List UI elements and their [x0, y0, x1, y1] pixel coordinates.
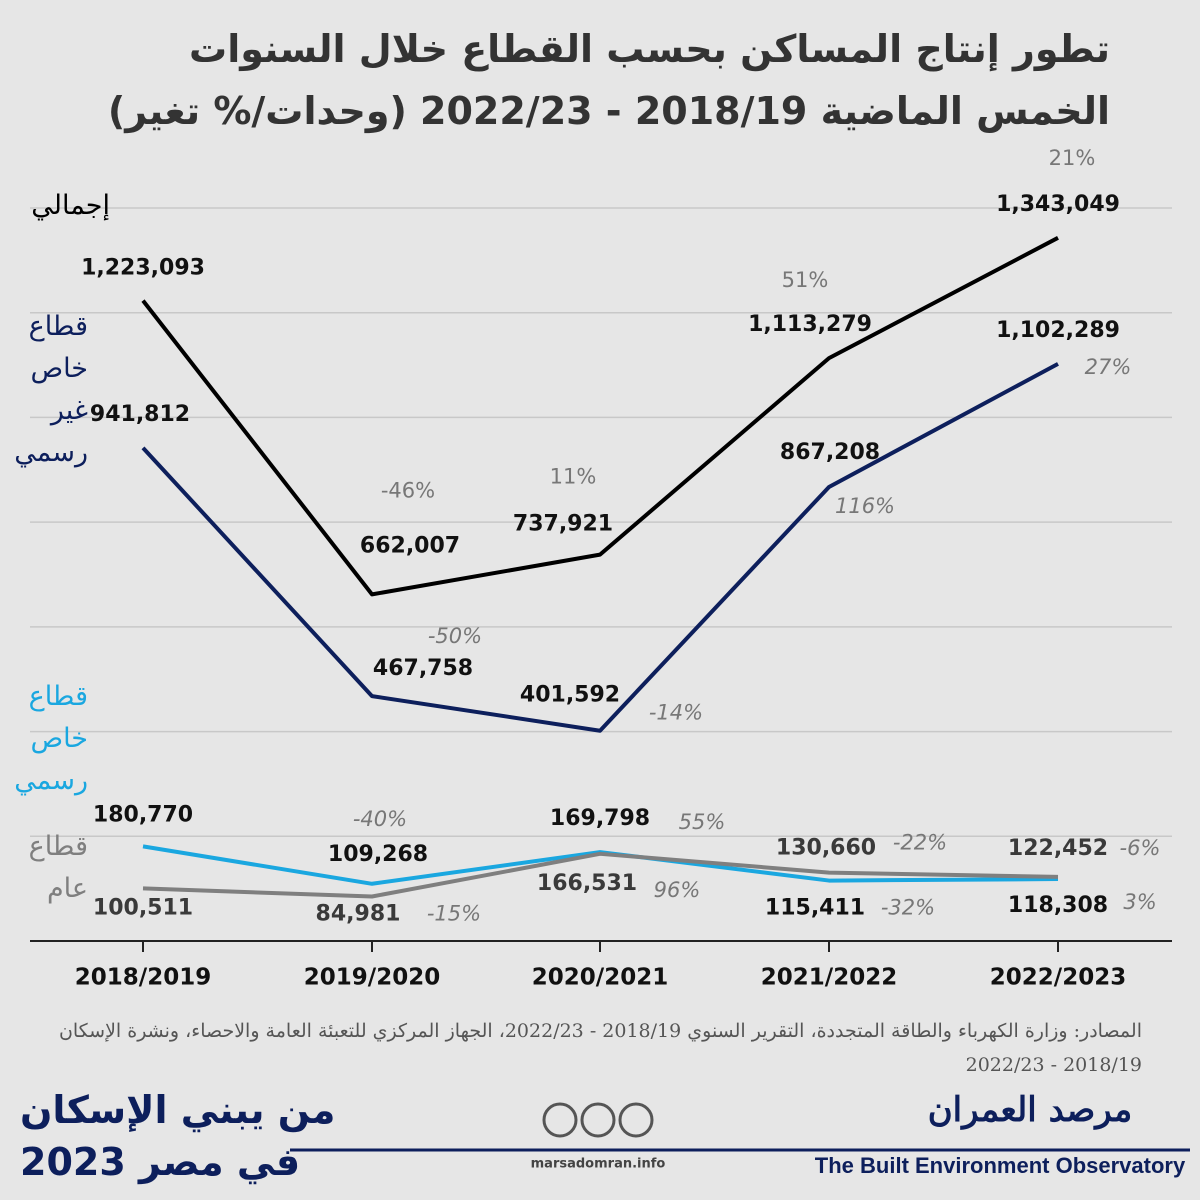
- value-label: 1,223,093: [81, 256, 205, 281]
- change-label: -46%: [381, 478, 435, 502]
- value-label: 130,660: [776, 836, 876, 861]
- series-title: في مصر 2023: [20, 1140, 301, 1184]
- value-label: 115,411: [765, 896, 865, 921]
- change-label: 55%: [679, 810, 726, 834]
- value-label: 100,511: [93, 895, 193, 920]
- change-label: 96%: [654, 878, 701, 902]
- change-label: 116%: [835, 494, 895, 518]
- value-label: 401,592: [520, 683, 620, 708]
- title-line: الخمس الماضية 2018/19 - 2022/23 (وحدات/%…: [107, 89, 1110, 133]
- change-label: 21%: [1049, 146, 1096, 170]
- sa-icon: [618, 1102, 654, 1138]
- series-line: [141, 362, 1059, 733]
- change-label: 3%: [1123, 890, 1156, 914]
- value-label: 169,798: [550, 806, 650, 831]
- change-label: -14%: [649, 701, 703, 725]
- series-line: [141, 236, 1059, 597]
- website: marsadomran.info: [531, 1157, 666, 1172]
- source: المصادر: وزارة الكهرباء والطاقة المتجددة…: [58, 1020, 1142, 1076]
- change-label: -40%: [353, 807, 407, 831]
- value-label: 122,452: [1008, 836, 1108, 861]
- series-line: [142, 851, 1059, 899]
- x-tick-label: 2019/2020: [304, 965, 440, 991]
- legend-label: إجمالي: [31, 190, 110, 221]
- change-label: -32%: [881, 896, 935, 920]
- value-label: 84,981: [316, 902, 401, 927]
- value-label: 737,921: [513, 512, 613, 537]
- change-label: 11%: [550, 465, 597, 489]
- x-tick-label: 2022/2023: [990, 965, 1126, 991]
- value-label: 1,113,279: [748, 312, 872, 337]
- legend-label: قطاع خاص رسمي: [14, 681, 88, 796]
- series-title: من يبني الإسكان: [20, 1088, 336, 1132]
- x-tick-label: 2021/2022: [761, 965, 897, 991]
- title-line: تطور إنتاج المساكن بحسب القطاع خلال السن…: [189, 27, 1110, 71]
- cc-icons: [542, 1102, 654, 1138]
- by-icon: [580, 1102, 616, 1138]
- value-label: 1,343,049: [996, 192, 1120, 217]
- org-en: The Built Environment Observatory: [815, 1153, 1186, 1178]
- title: تطور إنتاج المساكن بحسب القطاع خلال السن…: [108, 18, 1110, 142]
- change-label: -6%: [1120, 836, 1161, 860]
- legend-label: قطاع عام: [28, 831, 88, 904]
- change-label: 27%: [1085, 355, 1132, 379]
- value-label: 166,531: [537, 871, 637, 896]
- x-tick-label: 2018/2019: [75, 965, 211, 991]
- change-label: 51%: [782, 268, 829, 292]
- value-label: 941,812: [90, 402, 190, 427]
- change-label: -50%: [428, 624, 482, 648]
- value-label: 118,308: [1008, 893, 1108, 918]
- value-label: 180,770: [93, 802, 193, 827]
- change-label: -15%: [427, 902, 481, 926]
- org-ar: مرصد العمران: [928, 1090, 1133, 1130]
- value-label: 662,007: [360, 533, 460, 558]
- legend-label: قطاع خاص غير رسمي: [14, 311, 88, 468]
- value-label: 1,102,289: [996, 318, 1120, 343]
- value-label: 867,208: [780, 440, 880, 465]
- value-label: 467,758: [373, 656, 473, 681]
- cc-icon: [542, 1102, 578, 1138]
- x-tick-label: 2020/2021: [532, 965, 668, 991]
- change-label: -22%: [893, 831, 947, 855]
- value-label: 109,268: [328, 842, 428, 867]
